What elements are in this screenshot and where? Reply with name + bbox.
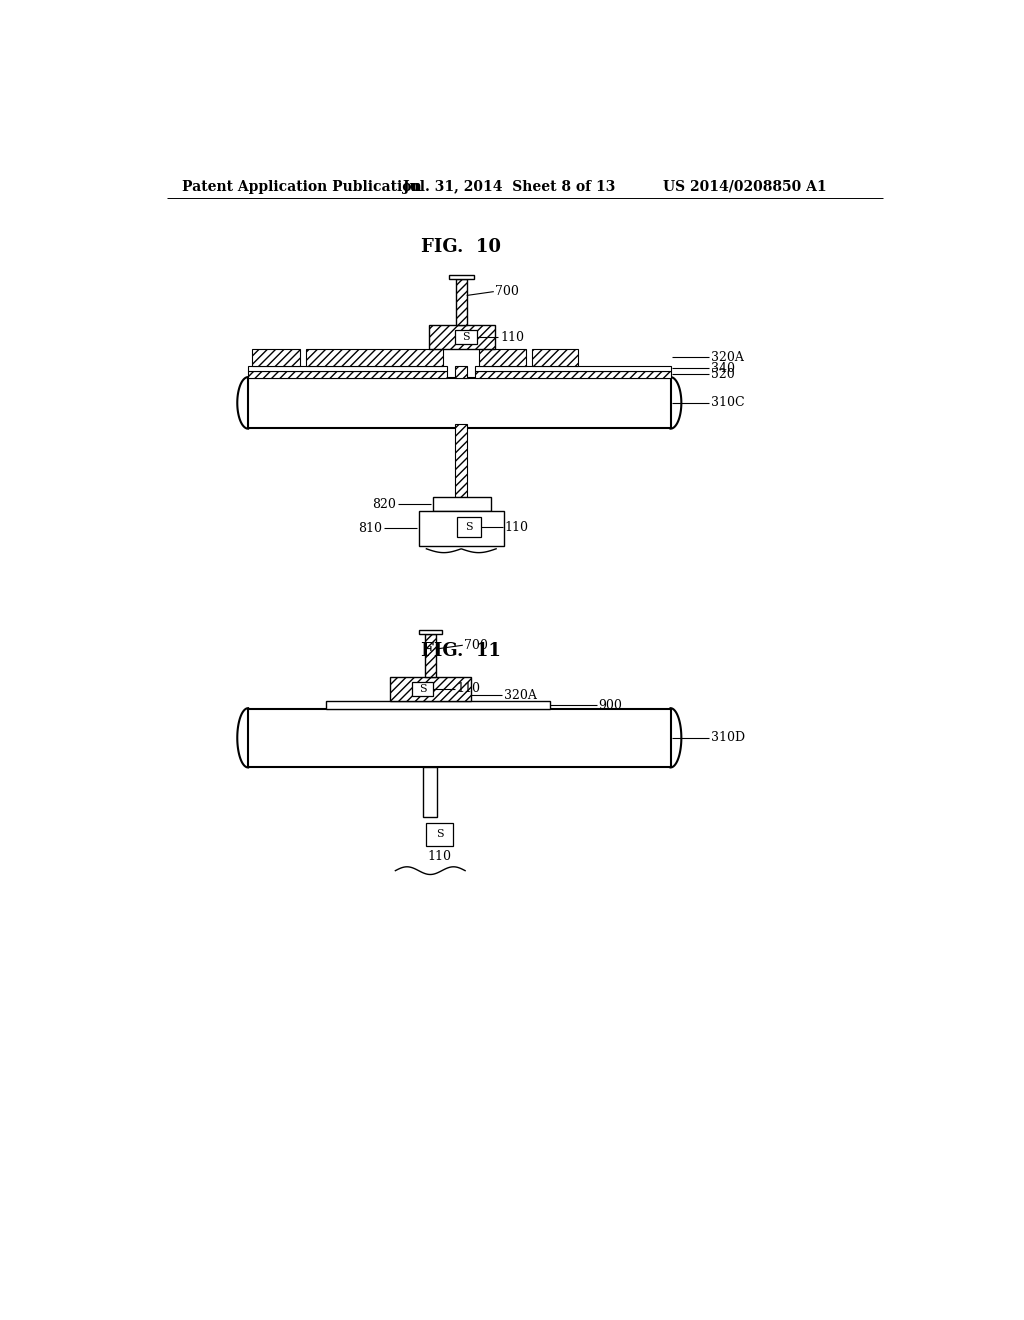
Bar xyxy=(426,822,453,846)
Bar xyxy=(449,275,474,280)
Bar xyxy=(455,330,477,345)
Bar xyxy=(326,701,550,709)
Text: 340: 340 xyxy=(711,362,735,375)
Text: 520: 520 xyxy=(711,368,734,381)
Bar xyxy=(412,682,433,696)
Text: 110: 110 xyxy=(457,682,480,696)
Bar xyxy=(248,366,447,371)
Bar xyxy=(455,366,467,378)
Text: S: S xyxy=(465,523,473,532)
Text: Patent Application Publication: Patent Application Publication xyxy=(182,180,422,194)
Bar xyxy=(432,498,490,511)
Text: S: S xyxy=(436,829,443,840)
Text: S: S xyxy=(419,684,426,694)
Bar xyxy=(429,326,495,348)
Bar xyxy=(252,348,300,366)
Bar xyxy=(248,371,447,378)
Text: 110: 110 xyxy=(428,850,452,863)
Bar xyxy=(479,348,525,366)
Text: S: S xyxy=(462,333,470,342)
Text: 820: 820 xyxy=(373,498,396,511)
Bar xyxy=(475,366,671,371)
Bar xyxy=(390,677,471,701)
Text: 700: 700 xyxy=(464,639,488,652)
Text: FIG.  10: FIG. 10 xyxy=(421,238,502,256)
Bar xyxy=(531,348,579,366)
Text: FIG.  11: FIG. 11 xyxy=(421,643,501,660)
Text: 810: 810 xyxy=(358,521,382,535)
Text: 900: 900 xyxy=(598,698,623,711)
Bar xyxy=(425,635,435,677)
Text: 110: 110 xyxy=(500,330,524,343)
Bar xyxy=(457,517,481,537)
Text: 310D: 310D xyxy=(711,731,744,744)
Text: 320A: 320A xyxy=(711,351,743,363)
Text: US 2014/0208850 A1: US 2014/0208850 A1 xyxy=(663,180,826,194)
Text: 320A: 320A xyxy=(504,689,537,702)
Bar xyxy=(419,631,442,635)
Text: Jul. 31, 2014  Sheet 8 of 13: Jul. 31, 2014 Sheet 8 of 13 xyxy=(403,180,615,194)
Text: 310C: 310C xyxy=(711,396,744,409)
Bar xyxy=(455,424,467,498)
Text: 700: 700 xyxy=(496,285,519,298)
Bar xyxy=(456,280,467,326)
Text: 110: 110 xyxy=(505,520,528,533)
Bar xyxy=(419,511,504,545)
Bar xyxy=(306,348,443,366)
Bar xyxy=(475,371,671,378)
Bar xyxy=(423,767,437,817)
